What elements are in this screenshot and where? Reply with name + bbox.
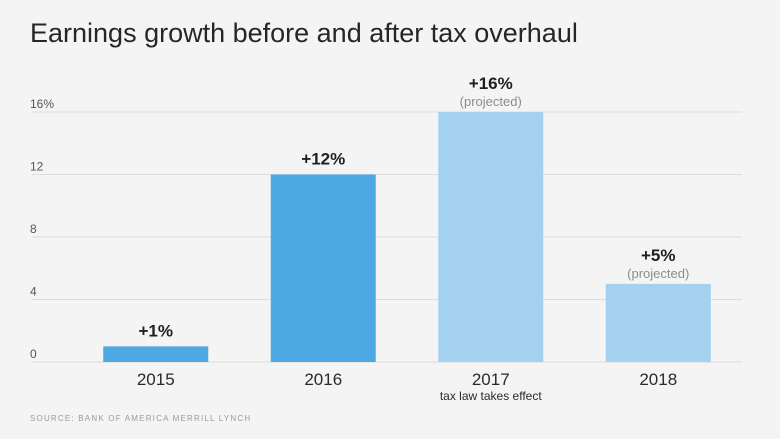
y-tick-label: 16%	[30, 97, 54, 111]
x-tick-label: 2016	[304, 370, 342, 389]
x-tick-label: 2015	[137, 370, 175, 389]
bar	[438, 112, 544, 362]
y-tick-label: 0	[30, 347, 37, 361]
x-tick-label: 2017	[472, 370, 510, 389]
bar	[103, 346, 209, 362]
category-note: tax law takes effect	[440, 389, 542, 403]
data-label: +1%	[139, 321, 174, 340]
bar	[605, 283, 711, 362]
source-note: Source: Bank of America Merrill Lynch	[30, 414, 252, 423]
x-tick-label: 2018	[639, 370, 677, 389]
data-sublabel: (projected)	[460, 94, 522, 109]
chart-title: Earnings growth before and after tax ove…	[30, 18, 578, 48]
y-tick-label: 4	[30, 285, 37, 299]
data-label: +12%	[301, 150, 345, 169]
bar	[270, 174, 376, 362]
data-label: +16%	[469, 74, 513, 93]
y-tick-label: 12	[30, 160, 44, 174]
y-tick-label: 8	[30, 222, 37, 236]
data-label: +5%	[641, 246, 676, 265]
data-sublabel: (projected)	[627, 266, 689, 281]
